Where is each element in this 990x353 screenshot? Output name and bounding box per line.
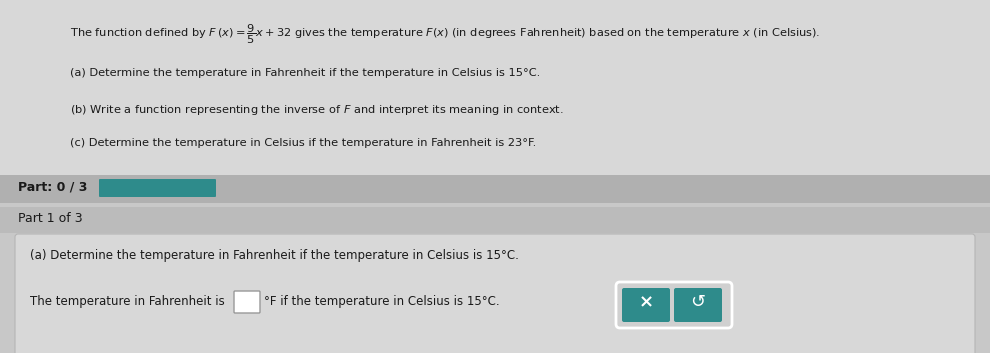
Text: (b) Write a function representing the inverse of $F$ and interpret its meaning i: (b) Write a function representing the in… <box>70 103 563 117</box>
Bar <box>0 207 990 233</box>
Text: Part: 0 / 3: Part: 0 / 3 <box>18 180 87 193</box>
FancyBboxPatch shape <box>674 288 722 322</box>
Bar <box>0 0 990 175</box>
Text: The temperature in Fahrenheit is: The temperature in Fahrenheit is <box>30 295 225 309</box>
Text: The function defined by $F\,(x)=\dfrac{9}{5}x+32$ gives the temperature $F(x)$ (: The function defined by $F\,(x)=\dfrac{9… <box>70 22 821 46</box>
Bar <box>0 175 990 203</box>
Text: ↺: ↺ <box>690 293 706 311</box>
FancyBboxPatch shape <box>15 234 975 353</box>
FancyBboxPatch shape <box>616 282 732 328</box>
Text: (a) Determine the temperature in Fahrenheit if the temperature in Celsius is 15°: (a) Determine the temperature in Fahrenh… <box>30 249 519 262</box>
Text: (a) Determine the temperature in Fahrenheit if the temperature in Celsius is 15°: (a) Determine the temperature in Fahrenh… <box>70 68 541 78</box>
Text: Part 1 of 3: Part 1 of 3 <box>18 212 82 225</box>
FancyBboxPatch shape <box>622 288 670 322</box>
FancyBboxPatch shape <box>234 291 260 313</box>
Text: (c) Determine the temperature in Celsius if the temperature in Fahrenheit is 23°: (c) Determine the temperature in Celsius… <box>70 138 537 148</box>
FancyBboxPatch shape <box>99 179 216 197</box>
Text: °F if the temperature in Celsius is 15°C.: °F if the temperature in Celsius is 15°C… <box>264 295 500 309</box>
Text: ×: × <box>639 293 653 311</box>
